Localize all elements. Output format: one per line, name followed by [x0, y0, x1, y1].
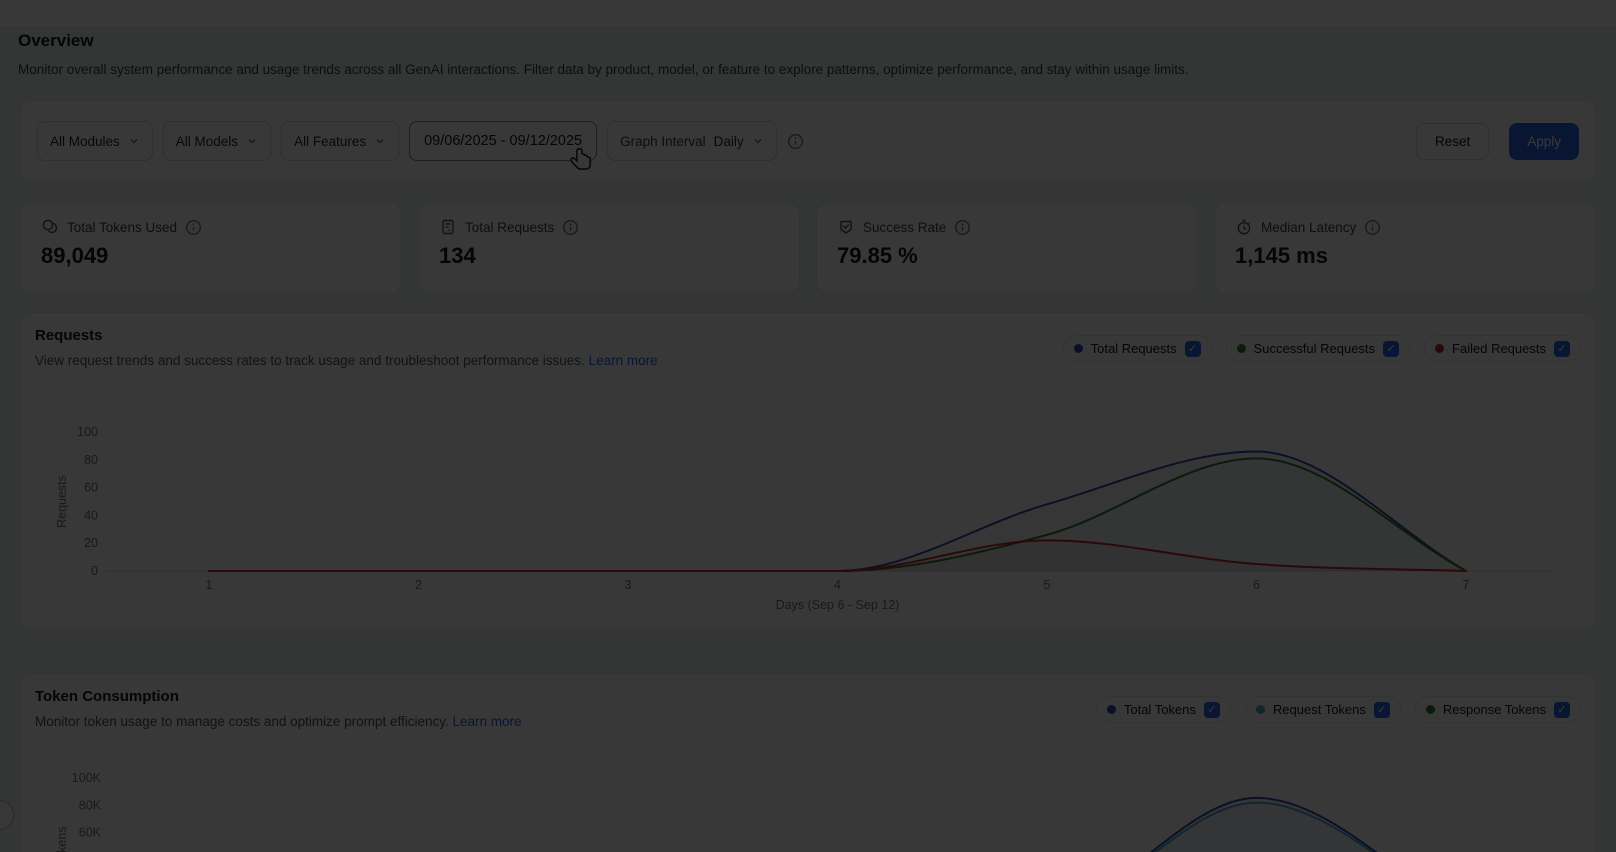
request-doc-icon	[442, 219, 454, 235]
svg-text:1: 1	[206, 578, 213, 592]
features-dropdown[interactable]: All Features	[281, 121, 400, 161]
svg-text:40: 40	[84, 508, 98, 522]
info-icon[interactable]	[954, 219, 971, 236]
svg-text:2: 2	[415, 578, 422, 592]
svg-text:6: 6	[1253, 578, 1260, 592]
graph-interval-value: Daily	[713, 133, 744, 149]
svg-text:7: 7	[1463, 578, 1470, 592]
info-icon[interactable]	[185, 219, 202, 236]
stats-row: Total Tokens Used 89,049 Total Requests …	[20, 202, 1596, 294]
stat-label: Median Latency	[1261, 219, 1357, 235]
chevron-down-icon	[130, 138, 138, 144]
info-icon[interactable]	[787, 133, 804, 150]
chevron-down-icon	[376, 138, 384, 144]
svg-text:4: 4	[834, 578, 841, 592]
page-subtitle: Monitor overall system performance and u…	[18, 62, 1189, 77]
stat-label: Success Rate	[863, 219, 947, 235]
token-line-chart: 020K40K60K80K100KTokens1234567	[55, 771, 1378, 852]
svg-text:Days (Sep 6 - Sep 12): Days (Sep 6 - Sep 12)	[776, 598, 900, 612]
stat-card-total-requests: Total Requests 134	[418, 202, 800, 294]
stat-value: 1,145 ms	[1235, 243, 1328, 268]
stat-card-median-latency: Median Latency 1,145 ms	[1214, 202, 1596, 294]
features-dropdown-label: All Features	[294, 133, 367, 149]
apply-button[interactable]: Apply	[1509, 122, 1579, 160]
shield-check-icon	[840, 220, 852, 234]
stat-card-success-rate: Success Rate 79.85 %	[816, 202, 1198, 294]
svg-text:80K: 80K	[79, 798, 102, 812]
svg-text:100: 100	[77, 425, 98, 439]
stat-label: Total Tokens Used	[67, 219, 178, 235]
stopwatch-icon	[1237, 219, 1251, 235]
svg-text:5: 5	[1044, 578, 1051, 592]
chevron-down-icon	[754, 138, 762, 144]
stat-value: 79.85 %	[837, 243, 918, 268]
svg-text:3: 3	[625, 578, 632, 592]
page-title: Overview	[18, 31, 94, 50]
requests-chart-card: Requests View request trends and success…	[20, 312, 1596, 630]
stat-value: 89,049	[41, 243, 109, 268]
requests-line-chart: 0 20 40 60 80 100 Requests 1 2 3 4 5 6 7 Days (Sep 6 -…	[55, 425, 1557, 612]
info-icon[interactable]	[1364, 219, 1381, 236]
models-dropdown[interactable]: All Models	[162, 121, 272, 161]
filter-bar: All Modules All Models All Features 09/0…	[20, 100, 1596, 182]
svg-text:Tokens: Tokens	[55, 826, 69, 852]
stat-card-total-tokens: Total Tokens Used 89,049	[20, 202, 402, 294]
svg-text:60: 60	[84, 481, 98, 495]
svg-text:20: 20	[84, 536, 98, 550]
modules-dropdown[interactable]: All Modules	[37, 121, 153, 161]
svg-text:Requests: Requests	[55, 475, 69, 528]
chevron-down-icon	[248, 138, 256, 144]
top-nav	[0, 0, 1616, 28]
date-range-value: 09/06/2025 - 09/12/2025	[424, 133, 583, 149]
svg-text:0: 0	[91, 564, 98, 578]
models-dropdown-label: All Models	[175, 133, 239, 149]
coins-icon	[42, 219, 58, 234]
stat-label: Total Requests	[465, 219, 555, 235]
svg-text:60K: 60K	[79, 826, 102, 840]
svg-text:100K: 100K	[72, 771, 102, 785]
svg-text:80: 80	[84, 453, 98, 467]
mouse-cursor-hand-icon	[570, 147, 592, 170]
filter-actions: Reset Apply	[1415, 122, 1579, 160]
reset-button[interactable]: Reset	[1415, 122, 1490, 160]
stat-value: 134	[439, 243, 476, 268]
info-icon[interactable]	[562, 219, 579, 236]
graph-interval-dropdown[interactable]: Graph Interval Daily	[607, 121, 777, 161]
token-chart-card: Token Consumption Monitor token usage to…	[20, 673, 1596, 852]
graph-interval-label: Graph Interval	[620, 133, 706, 149]
edge-floating-button[interactable]	[0, 800, 14, 830]
modules-dropdown-label: All Modules	[50, 133, 120, 149]
